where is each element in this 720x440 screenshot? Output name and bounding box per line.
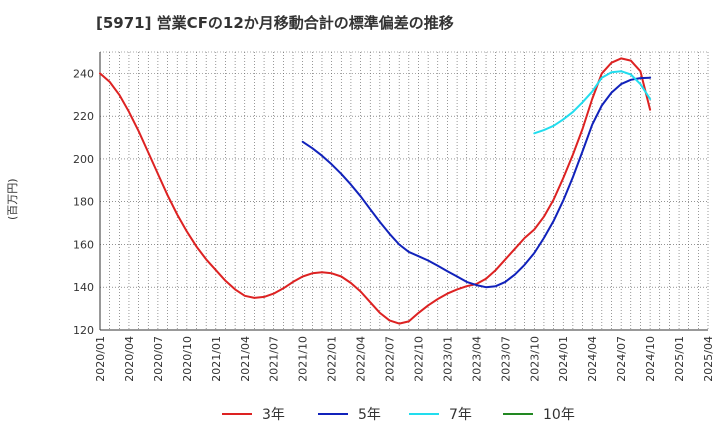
series-line — [301, 76, 652, 289]
x-tick-label: 2020/01 — [94, 336, 107, 382]
x-tick-label: 2020/10 — [181, 336, 194, 382]
x-tick-label: 2021/07 — [268, 336, 281, 382]
y-tick-label: 180 — [73, 196, 94, 209]
x-tick-label: 2021/04 — [239, 336, 252, 382]
x-tick-label: 2023/10 — [528, 336, 541, 382]
x-tick-label: 2025/01 — [673, 336, 686, 382]
x-tick-label: 2020/07 — [152, 336, 165, 382]
x-tick-label: 2025/04 — [702, 336, 715, 382]
x-tick-label: 2024/04 — [586, 336, 599, 382]
x-tick-label: 2023/01 — [441, 336, 454, 382]
x-tick-label: 2023/04 — [470, 336, 483, 382]
y-tick-label: 140 — [73, 281, 94, 294]
x-tick-label: 2022/10 — [412, 336, 425, 382]
y-tick-label: 120 — [73, 324, 94, 337]
chart-title: [5971] 営業CFの12か月移動合計の標準偏差の推移 — [96, 14, 454, 32]
y-tick-label: 200 — [73, 153, 94, 166]
legend-label: 5年 — [358, 407, 381, 423]
x-tick-label: 2021/10 — [297, 336, 310, 382]
plot-area — [100, 52, 708, 330]
y-tick-label: 160 — [73, 238, 94, 251]
x-tick-label: 2022/07 — [384, 336, 397, 382]
legend-label: 7年 — [449, 407, 472, 423]
x-tick-label: 2024/01 — [557, 336, 570, 382]
legend-label: 10年 — [543, 407, 575, 423]
x-tick-label: 2020/04 — [123, 336, 136, 382]
series-line — [99, 57, 652, 325]
x-tick-label: 2024/07 — [615, 336, 628, 382]
x-tick-label: 2023/07 — [499, 336, 512, 382]
x-tick-label: 2024/10 — [644, 336, 657, 382]
x-tick-label: 2022/01 — [326, 336, 339, 382]
y-tick-label: 220 — [73, 110, 94, 123]
x-tick-label: 2021/01 — [210, 336, 223, 382]
series-line — [533, 70, 652, 135]
x-tick-label: 2022/04 — [355, 336, 368, 382]
legend-label: 3年 — [262, 407, 285, 423]
y-tick-label: 240 — [73, 67, 94, 80]
